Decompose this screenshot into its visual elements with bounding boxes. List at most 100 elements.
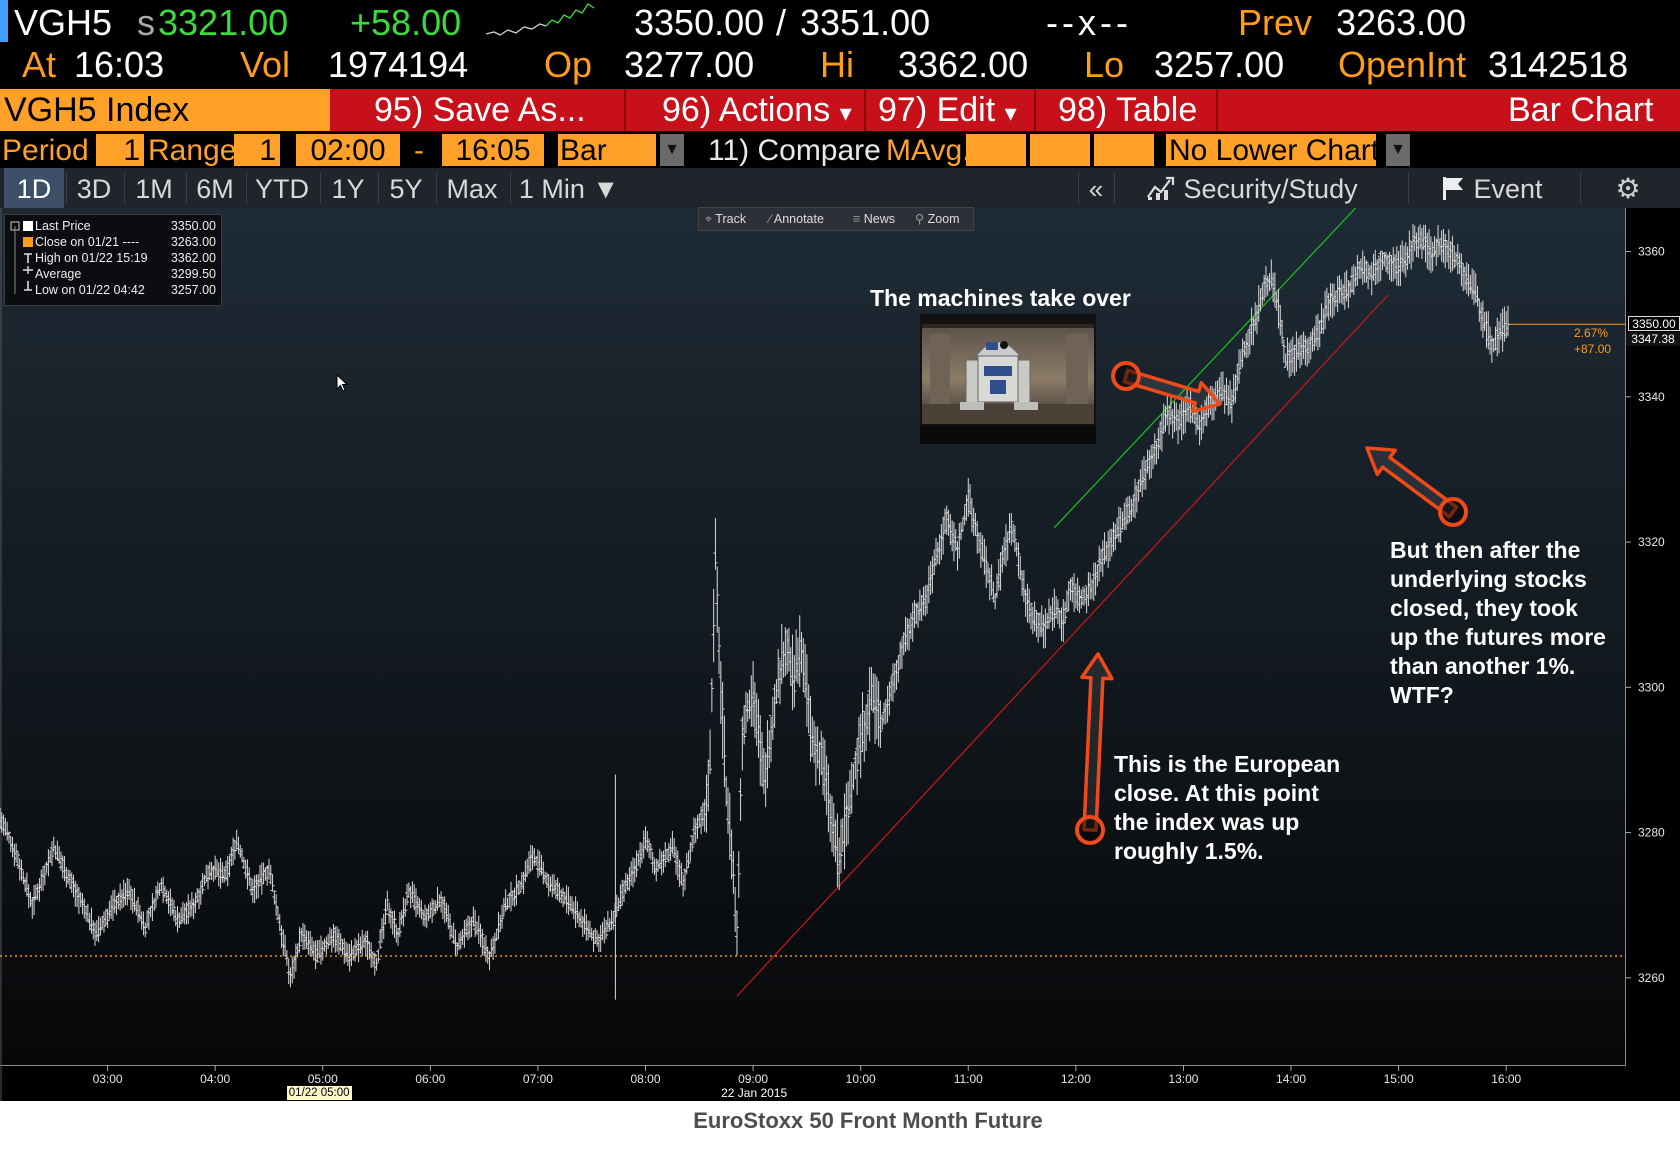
quote-change: +58.00 bbox=[350, 2, 462, 43]
y-tick-label: 3280 bbox=[1638, 826, 1665, 840]
quote-last-prefix: s bbox=[137, 2, 155, 43]
tab-1d[interactable]: 1D bbox=[4, 168, 64, 208]
zoom-button[interactable]: ⚲ Zoom bbox=[915, 208, 960, 230]
period-label: Period bbox=[2, 134, 89, 167]
tab-divider bbox=[1408, 172, 1409, 204]
collapse-panel-icon[interactable]: « bbox=[1088, 174, 1104, 204]
chart-toolbar: ⌖ Track ∕ Annotate ≡ News ⚲ Zoom bbox=[698, 207, 974, 231]
period-tabs-row: 1D 3D 1M 6M YTD 1Y 5Y Max 1 Min ▼ « Secu… bbox=[0, 168, 1680, 208]
legend-value: 3350.00 bbox=[170, 219, 216, 233]
legend-row-high: High on 01/22 15:19 3362.00 bbox=[35, 250, 220, 266]
legend-value: 3257.00 bbox=[170, 283, 216, 297]
tab-5y[interactable]: 5Y bbox=[389, 174, 423, 204]
arrow-tail-circle bbox=[1438, 497, 1468, 527]
open-label: Op bbox=[544, 44, 593, 85]
news-icon: ≡ bbox=[853, 212, 861, 226]
x-tick-label: 04:00 bbox=[200, 1072, 230, 1086]
bar-type-select[interactable]: Bar bbox=[558, 134, 656, 167]
legend-label: High on 01/22 15:19 bbox=[35, 251, 148, 265]
annotation-line: roughly 1.5%. bbox=[1114, 838, 1264, 864]
vol-value: 1974194 bbox=[328, 44, 469, 85]
tab-1m[interactable]: 1M bbox=[135, 174, 173, 204]
open-value: 3277.00 bbox=[624, 44, 755, 85]
security-field[interactable]: VGH5 Index bbox=[0, 89, 330, 131]
legend-row-close: Close on 01/21 ---- 3263.00 bbox=[35, 234, 220, 250]
x-tick-label: 11:00 bbox=[954, 1072, 983, 1086]
annotation-line: closed, they took bbox=[1390, 595, 1578, 621]
table-button[interactable]: 98) Table bbox=[1058, 91, 1198, 129]
tab-divider bbox=[378, 172, 379, 204]
y-tick-label: 3320 bbox=[1638, 535, 1665, 549]
legend-row-low: Low on 01/22 04:42 3257.00 bbox=[35, 282, 220, 298]
x-tick-label: 15:00 bbox=[1384, 1072, 1414, 1086]
upper-trendline bbox=[1053, 208, 1357, 528]
tab-divider bbox=[1580, 172, 1581, 204]
x-axis-ticks: 03:00 04:00 05:00 06:00 07:00 08:00 09:00 10:00… bbox=[93, 1065, 1522, 1086]
actions-menu-button[interactable]: 96) Actions ▾ bbox=[662, 89, 852, 131]
tab-ytd[interactable]: YTD bbox=[255, 174, 309, 204]
y-tick-label: 3340 bbox=[1638, 390, 1665, 404]
event-button[interactable]: Event bbox=[1440, 168, 1570, 208]
frequency-select[interactable]: 1 Min ▼ bbox=[518, 174, 620, 204]
bar-type-dropdown-icon[interactable]: ▼ bbox=[660, 134, 684, 166]
lower-support-trendline bbox=[736, 294, 1389, 997]
range-label: Range bbox=[148, 134, 237, 167]
lower-chart-select[interactable]: No Lower Chart bbox=[1166, 134, 1379, 167]
track-button[interactable]: ⌖ Track bbox=[705, 208, 746, 230]
abs-change-label: +87.00 bbox=[1574, 342, 1612, 356]
y-tick-label: 3300 bbox=[1638, 680, 1665, 694]
legend-label: Average bbox=[35, 267, 82, 281]
tab-3d[interactable]: 3D bbox=[76, 174, 112, 204]
security-study-label: Security/Study bbox=[1183, 174, 1358, 204]
x-axis-date-label: 22 Jan 2015 bbox=[721, 1086, 788, 1100]
news-label: News bbox=[863, 212, 896, 226]
arrow-shaft bbox=[1365, 446, 1459, 519]
mavg-input-3[interactable] bbox=[1094, 134, 1154, 166]
average-price-tag: 3347.38 bbox=[1626, 332, 1680, 347]
annotate-button[interactable]: ∕ Annotate bbox=[769, 208, 824, 230]
range-input[interactable]: 1 bbox=[234, 134, 280, 167]
machines-annotation-title: The machines take over bbox=[870, 285, 1131, 311]
save-as-button[interactable]: 95) Save As... bbox=[374, 91, 586, 129]
zoom-label: Zoom bbox=[927, 212, 960, 226]
chart-type-title: Bar Chart bbox=[1508, 91, 1654, 129]
mavg-input-2[interactable] bbox=[1030, 134, 1090, 166]
security-study-button[interactable]: Security/Study bbox=[1146, 168, 1396, 208]
settings-gear-icon[interactable]: ⚙ bbox=[1615, 173, 1641, 204]
magnifier-icon: ⚲ bbox=[915, 212, 925, 226]
annotation-line: underlying stocks bbox=[1390, 566, 1587, 592]
x-tick-label: 05:00 bbox=[308, 1072, 338, 1086]
lower-chart-dropdown-icon[interactable]: ▼ bbox=[1386, 134, 1410, 166]
compare-button[interactable]: 11) Compare bbox=[708, 134, 881, 167]
edit-dropdown-icon: ▾ bbox=[1004, 100, 1017, 127]
legend-value: 3299.50 bbox=[170, 267, 216, 281]
mavg-input-1[interactable] bbox=[966, 134, 1026, 166]
end-time-input[interactable]: 16:05 bbox=[442, 134, 544, 167]
time-range-dash: - bbox=[414, 134, 424, 167]
tab-max[interactable]: Max bbox=[446, 174, 498, 204]
annotation-line: But then after the bbox=[1390, 537, 1581, 563]
start-time-input[interactable]: 02:00 bbox=[296, 134, 400, 167]
tab-6m[interactable]: 6M bbox=[196, 174, 234, 204]
news-button[interactable]: ≡ News bbox=[853, 208, 895, 230]
annotation-line: This is the European bbox=[1114, 751, 1341, 777]
chart-legend[interactable]: Last Price 3350.00 Close on 01/21 ---- 3… bbox=[4, 214, 222, 306]
legend-value: 3263.00 bbox=[170, 235, 216, 249]
edit-menu-button[interactable]: 97) Edit ▾ bbox=[878, 89, 1017, 131]
annotation-line: WTF? bbox=[1390, 682, 1454, 708]
chart-title-caption: EuroStoxx 50 Front Month Future bbox=[693, 1108, 1043, 1133]
arrow-tail-circle bbox=[1111, 361, 1141, 391]
last-price-tag: 3350.00 bbox=[1628, 316, 1680, 332]
pct-change-label: 2.67% bbox=[1574, 326, 1609, 340]
x-tick-label: 16:00 bbox=[1491, 1072, 1521, 1086]
quote-bid-ask-separator: / bbox=[776, 2, 787, 43]
low-label: Lo bbox=[1084, 44, 1125, 85]
tab-divider bbox=[124, 172, 125, 204]
european-close-annotation: This is the European close. At this poin… bbox=[1114, 750, 1340, 866]
price-bars bbox=[0, 223, 1510, 1000]
price-chart[interactable]: 3260 3280 3300 3320 3340 3360 03:00 04:00 05:00… bbox=[0, 208, 1680, 1101]
tab-1y[interactable]: 1Y bbox=[331, 174, 365, 204]
period-input[interactable]: 1 bbox=[96, 134, 144, 167]
quote-last-price: 3321.00 bbox=[158, 2, 289, 43]
at-label: At bbox=[22, 44, 57, 85]
